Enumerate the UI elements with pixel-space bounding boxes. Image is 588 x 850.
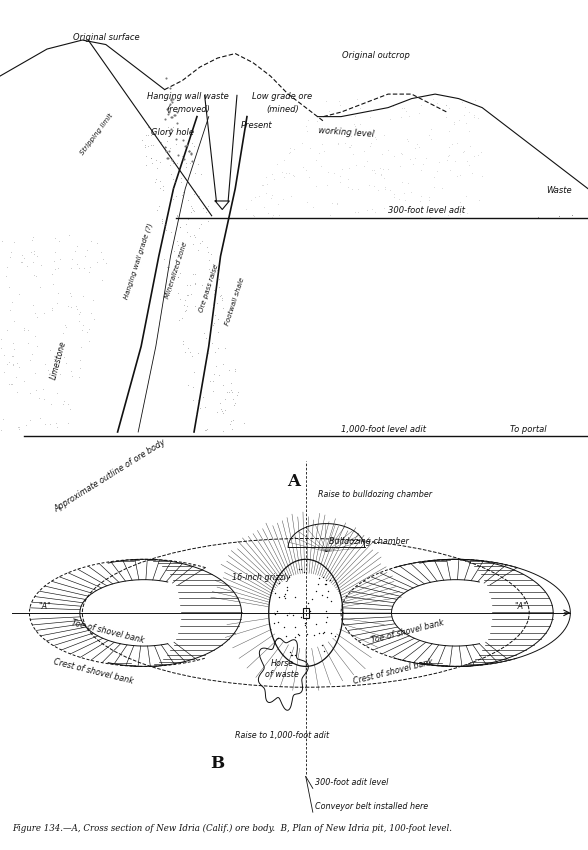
Text: Conveyor belt installed here: Conveyor belt installed here	[315, 802, 427, 811]
Text: Figure 134.—A, Cross section of New Idria (Calif.) ore body.  B, Plan of New Idr: Figure 134.—A, Cross section of New Idri…	[12, 824, 452, 833]
Text: "A": "A"	[38, 602, 51, 610]
Text: Hanging wall grade (?): Hanging wall grade (?)	[123, 222, 153, 300]
Text: Footwall shale: Footwall shale	[225, 276, 246, 326]
Text: Bulldozing chamber: Bulldozing chamber	[329, 537, 409, 547]
Text: Glory hole: Glory hole	[151, 128, 194, 137]
Text: Ore pass raise: Ore pass raise	[198, 263, 219, 313]
Text: Raise to 1,000-foot adit: Raise to 1,000-foot adit	[235, 731, 329, 740]
Text: Toe of shovel bank: Toe of shovel bank	[71, 618, 145, 644]
Text: 16-inch grizzly: 16-inch grizzly	[232, 573, 291, 582]
Text: 300-foot level adit: 300-foot level adit	[388, 207, 465, 216]
Text: Crest of shovel bank: Crest of shovel bank	[53, 658, 135, 686]
Text: Mineralized zone: Mineralized zone	[165, 241, 188, 299]
Text: (removed): (removed)	[166, 105, 210, 114]
Text: Low grade ore: Low grade ore	[252, 92, 312, 100]
Text: Original outcrop: Original outcrop	[342, 51, 410, 60]
Text: Original surface: Original surface	[72, 33, 139, 42]
Text: Hanging wall waste: Hanging wall waste	[147, 92, 229, 100]
Text: Present: Present	[241, 121, 273, 130]
Text: working level: working level	[318, 126, 374, 139]
Text: Toe of shovel bank: Toe of shovel bank	[370, 618, 445, 644]
Bar	[303, 609, 309, 617]
Text: 1,000-foot level adit: 1,000-foot level adit	[341, 425, 426, 434]
Text: Waste: Waste	[546, 186, 572, 196]
Text: (mined): (mined)	[266, 105, 299, 114]
Text: To portal: To portal	[510, 425, 547, 434]
Text: Approximate outline of ore body: Approximate outline of ore body	[53, 437, 168, 513]
Text: of waste: of waste	[265, 671, 299, 679]
Text: Crest of shovel bank: Crest of shovel bank	[353, 658, 435, 686]
Text: A: A	[288, 473, 300, 490]
Text: 300-foot adit level: 300-foot adit level	[315, 779, 388, 787]
Text: Raise to bulldozing chamber: Raise to bulldozing chamber	[318, 490, 432, 499]
Text: "A": "A"	[514, 602, 527, 610]
Text: Horse: Horse	[270, 659, 294, 667]
Text: Limestone: Limestone	[49, 339, 68, 380]
Text: B: B	[211, 755, 225, 772]
Text: Stripping limit: Stripping limit	[79, 113, 115, 156]
